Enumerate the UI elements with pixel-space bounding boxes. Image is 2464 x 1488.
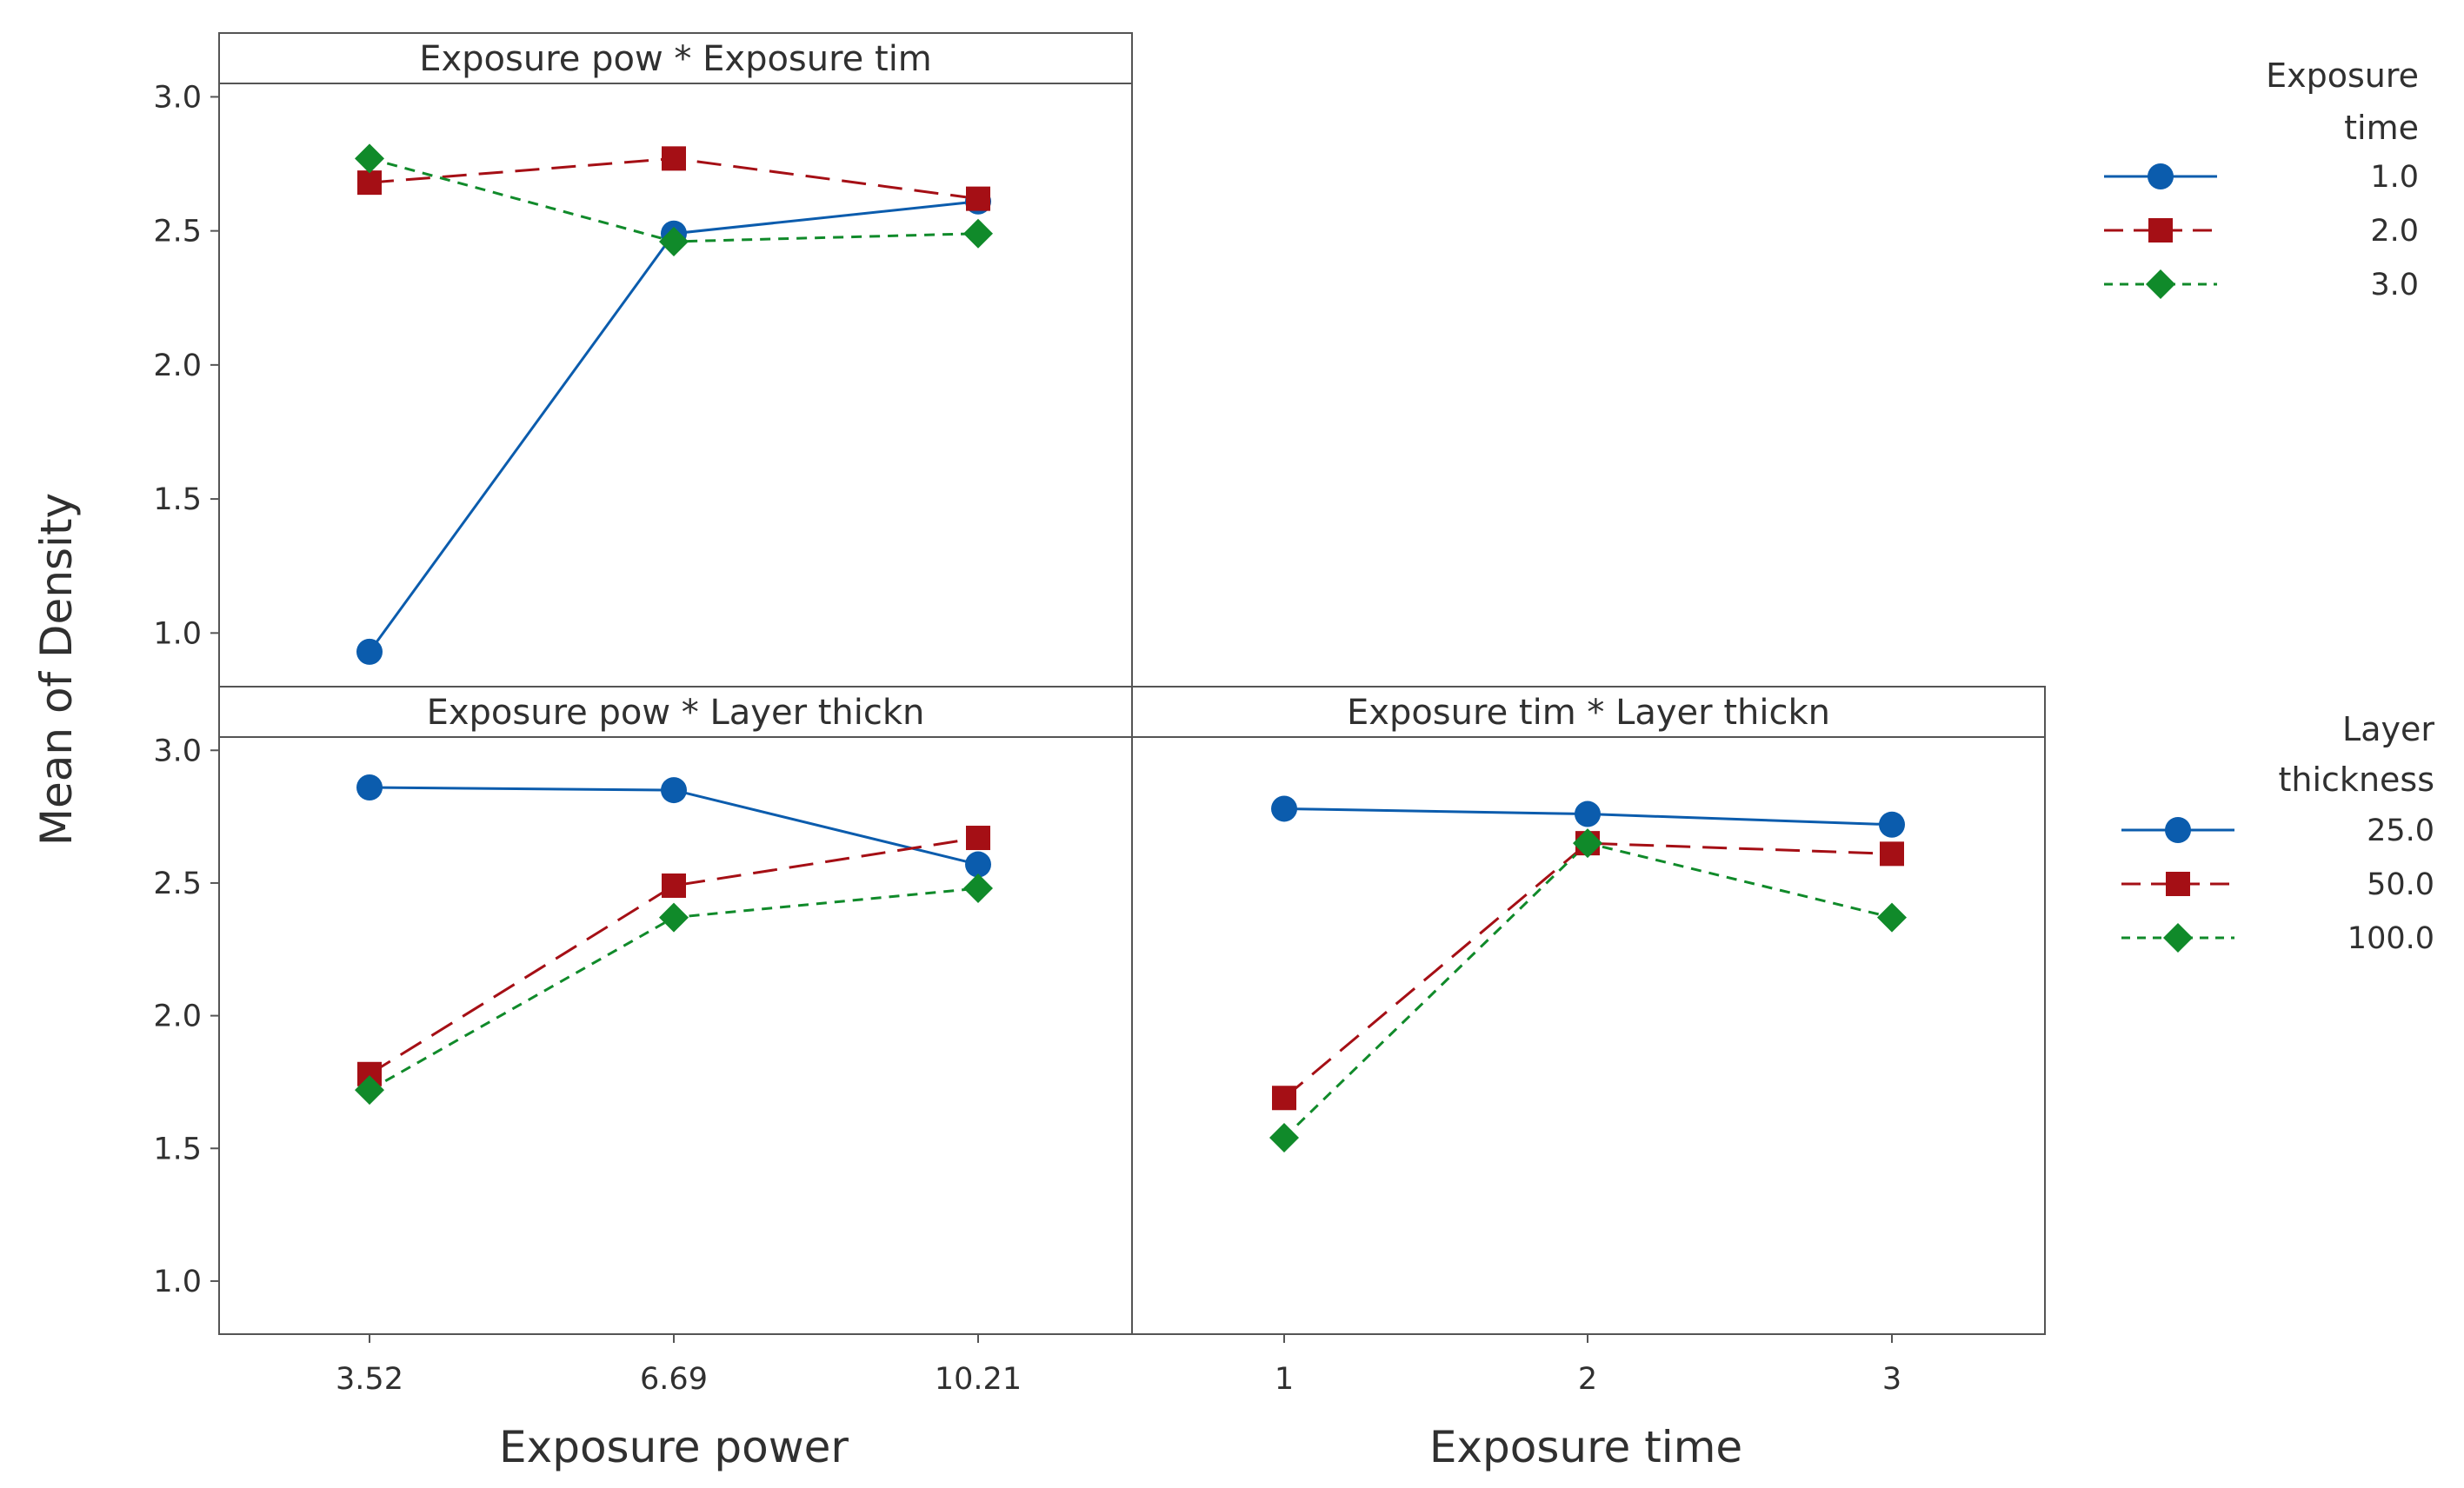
- legend-marker-25.0: [2165, 817, 2191, 843]
- data-point-1.0: [356, 638, 383, 665]
- data-point-100.0: [1269, 1123, 1299, 1153]
- y-tick-label: 2.0: [153, 349, 202, 383]
- panel-frame: [1131, 686, 2046, 1335]
- data-point-25.0: [965, 851, 991, 878]
- x-tick-label: 2: [1578, 1362, 1597, 1397]
- legends: Exposure time 1.0 2.0 3.0 Layer thickness 25.0 5…: [2104, 56, 2434, 956]
- data-point-25.0: [1271, 795, 1297, 822]
- legend-marker-50.0: [2166, 872, 2190, 896]
- data-point-3.0: [963, 218, 993, 249]
- data-point-100.0: [659, 902, 689, 933]
- legend-marker-2.0: [2148, 218, 2173, 242]
- data-point-25.0: [1575, 800, 1601, 827]
- x-tick-label: 3: [1882, 1362, 1901, 1397]
- data-point-25.0: [356, 774, 383, 801]
- legend-label: 3.0: [2370, 268, 2419, 302]
- legend-label: 1.0: [2370, 160, 2419, 195]
- legend-marker-3.0: [2146, 269, 2175, 299]
- legend-label: 50.0: [2367, 867, 2434, 902]
- data-point-2.0: [966, 186, 990, 211]
- data-point-25.0: [661, 777, 687, 804]
- data-point-3.0: [355, 143, 384, 174]
- x-tick-label: 3.52: [336, 1362, 403, 1397]
- data-point-100.0: [1573, 828, 1602, 859]
- legend-thickness: Layer thickness 25.0 50.0 100.0: [2121, 710, 2434, 956]
- y-tick-label: 1.0: [153, 1265, 202, 1299]
- data-point-100.0: [963, 874, 993, 904]
- panel-title: Exposure pow * Layer thickn: [427, 693, 925, 733]
- y-tick-label: 1.5: [153, 482, 202, 517]
- legend-title: time: [2344, 109, 2419, 147]
- panel-title: Exposure tim * Layer thickn: [1347, 693, 1830, 733]
- data-point-2.0: [662, 146, 686, 171]
- legend-label: 25.0: [2367, 814, 2434, 848]
- data-point-25.0: [1879, 811, 1905, 838]
- legend-time: Exposure time 1.0 2.0 3.0: [2104, 56, 2419, 302]
- x-axis-title-exposure-power: Exposure power: [499, 1422, 849, 1472]
- data-point-2.0: [357, 170, 382, 196]
- legend-title: Exposure: [2266, 56, 2419, 95]
- x-tick-label: 6.69: [640, 1362, 708, 1397]
- series-line-1.0: [368, 200, 979, 653]
- panel-1: Exposure pow * Exposure tim 1.0 1.5 2.0 2.5 3…: [153, 32, 1133, 688]
- legend-label: 2.0: [2370, 214, 2419, 249]
- y-tick-label: 2.5: [153, 215, 202, 249]
- series-line-50.0: [1283, 841, 1893, 1099]
- y-tick-label: 2.5: [153, 867, 202, 901]
- data-point-50.0: [1880, 841, 1904, 867]
- legend-title: Layer: [2342, 710, 2434, 748]
- data-point-50.0: [1272, 1086, 1296, 1111]
- y-tick-label: 3.0: [153, 80, 202, 115]
- legend-label: 100.0: [2347, 921, 2434, 956]
- x-axis-title-exposure-time: Exposure time: [1429, 1422, 1742, 1472]
- data-point-100.0: [1877, 902, 1907, 933]
- data-point-50.0: [662, 873, 686, 898]
- legend-marker-1.0: [2148, 163, 2174, 189]
- y-tick-label: 2.0: [153, 1000, 202, 1034]
- panel-2: Exposure pow * Layer thickn 1.0 1.5 2.0 2.5 3…: [153, 686, 1133, 1397]
- series-line-100.0: [1282, 841, 1893, 1139]
- data-point-100.0: [355, 1075, 384, 1106]
- panels: Exposure pow * Exposure tim 1.0 1.5 2.0 2.5 3…: [153, 32, 2046, 1397]
- y-tick-label: 1.0: [153, 616, 202, 651]
- y-tick-label: 1.5: [153, 1132, 202, 1166]
- y-axis-title: Mean of Density: [31, 493, 82, 846]
- panel-3: Exposure tim * Layer thickn 1 2 3: [1131, 686, 2046, 1397]
- series-line-50.0: [369, 836, 979, 1076]
- x-tick-label: 1: [1275, 1362, 1294, 1397]
- y-tick-label: 3.0: [153, 734, 202, 768]
- panel-title: Exposure pow * Exposure tim: [419, 39, 932, 79]
- legend-marker-100.0: [2163, 923, 2193, 953]
- legend-title: thickness: [2279, 761, 2435, 799]
- panel-frame: [218, 32, 1133, 688]
- x-tick-label: 10.21: [935, 1362, 1022, 1397]
- data-point-3.0: [659, 226, 689, 256]
- data-point-50.0: [966, 826, 990, 851]
